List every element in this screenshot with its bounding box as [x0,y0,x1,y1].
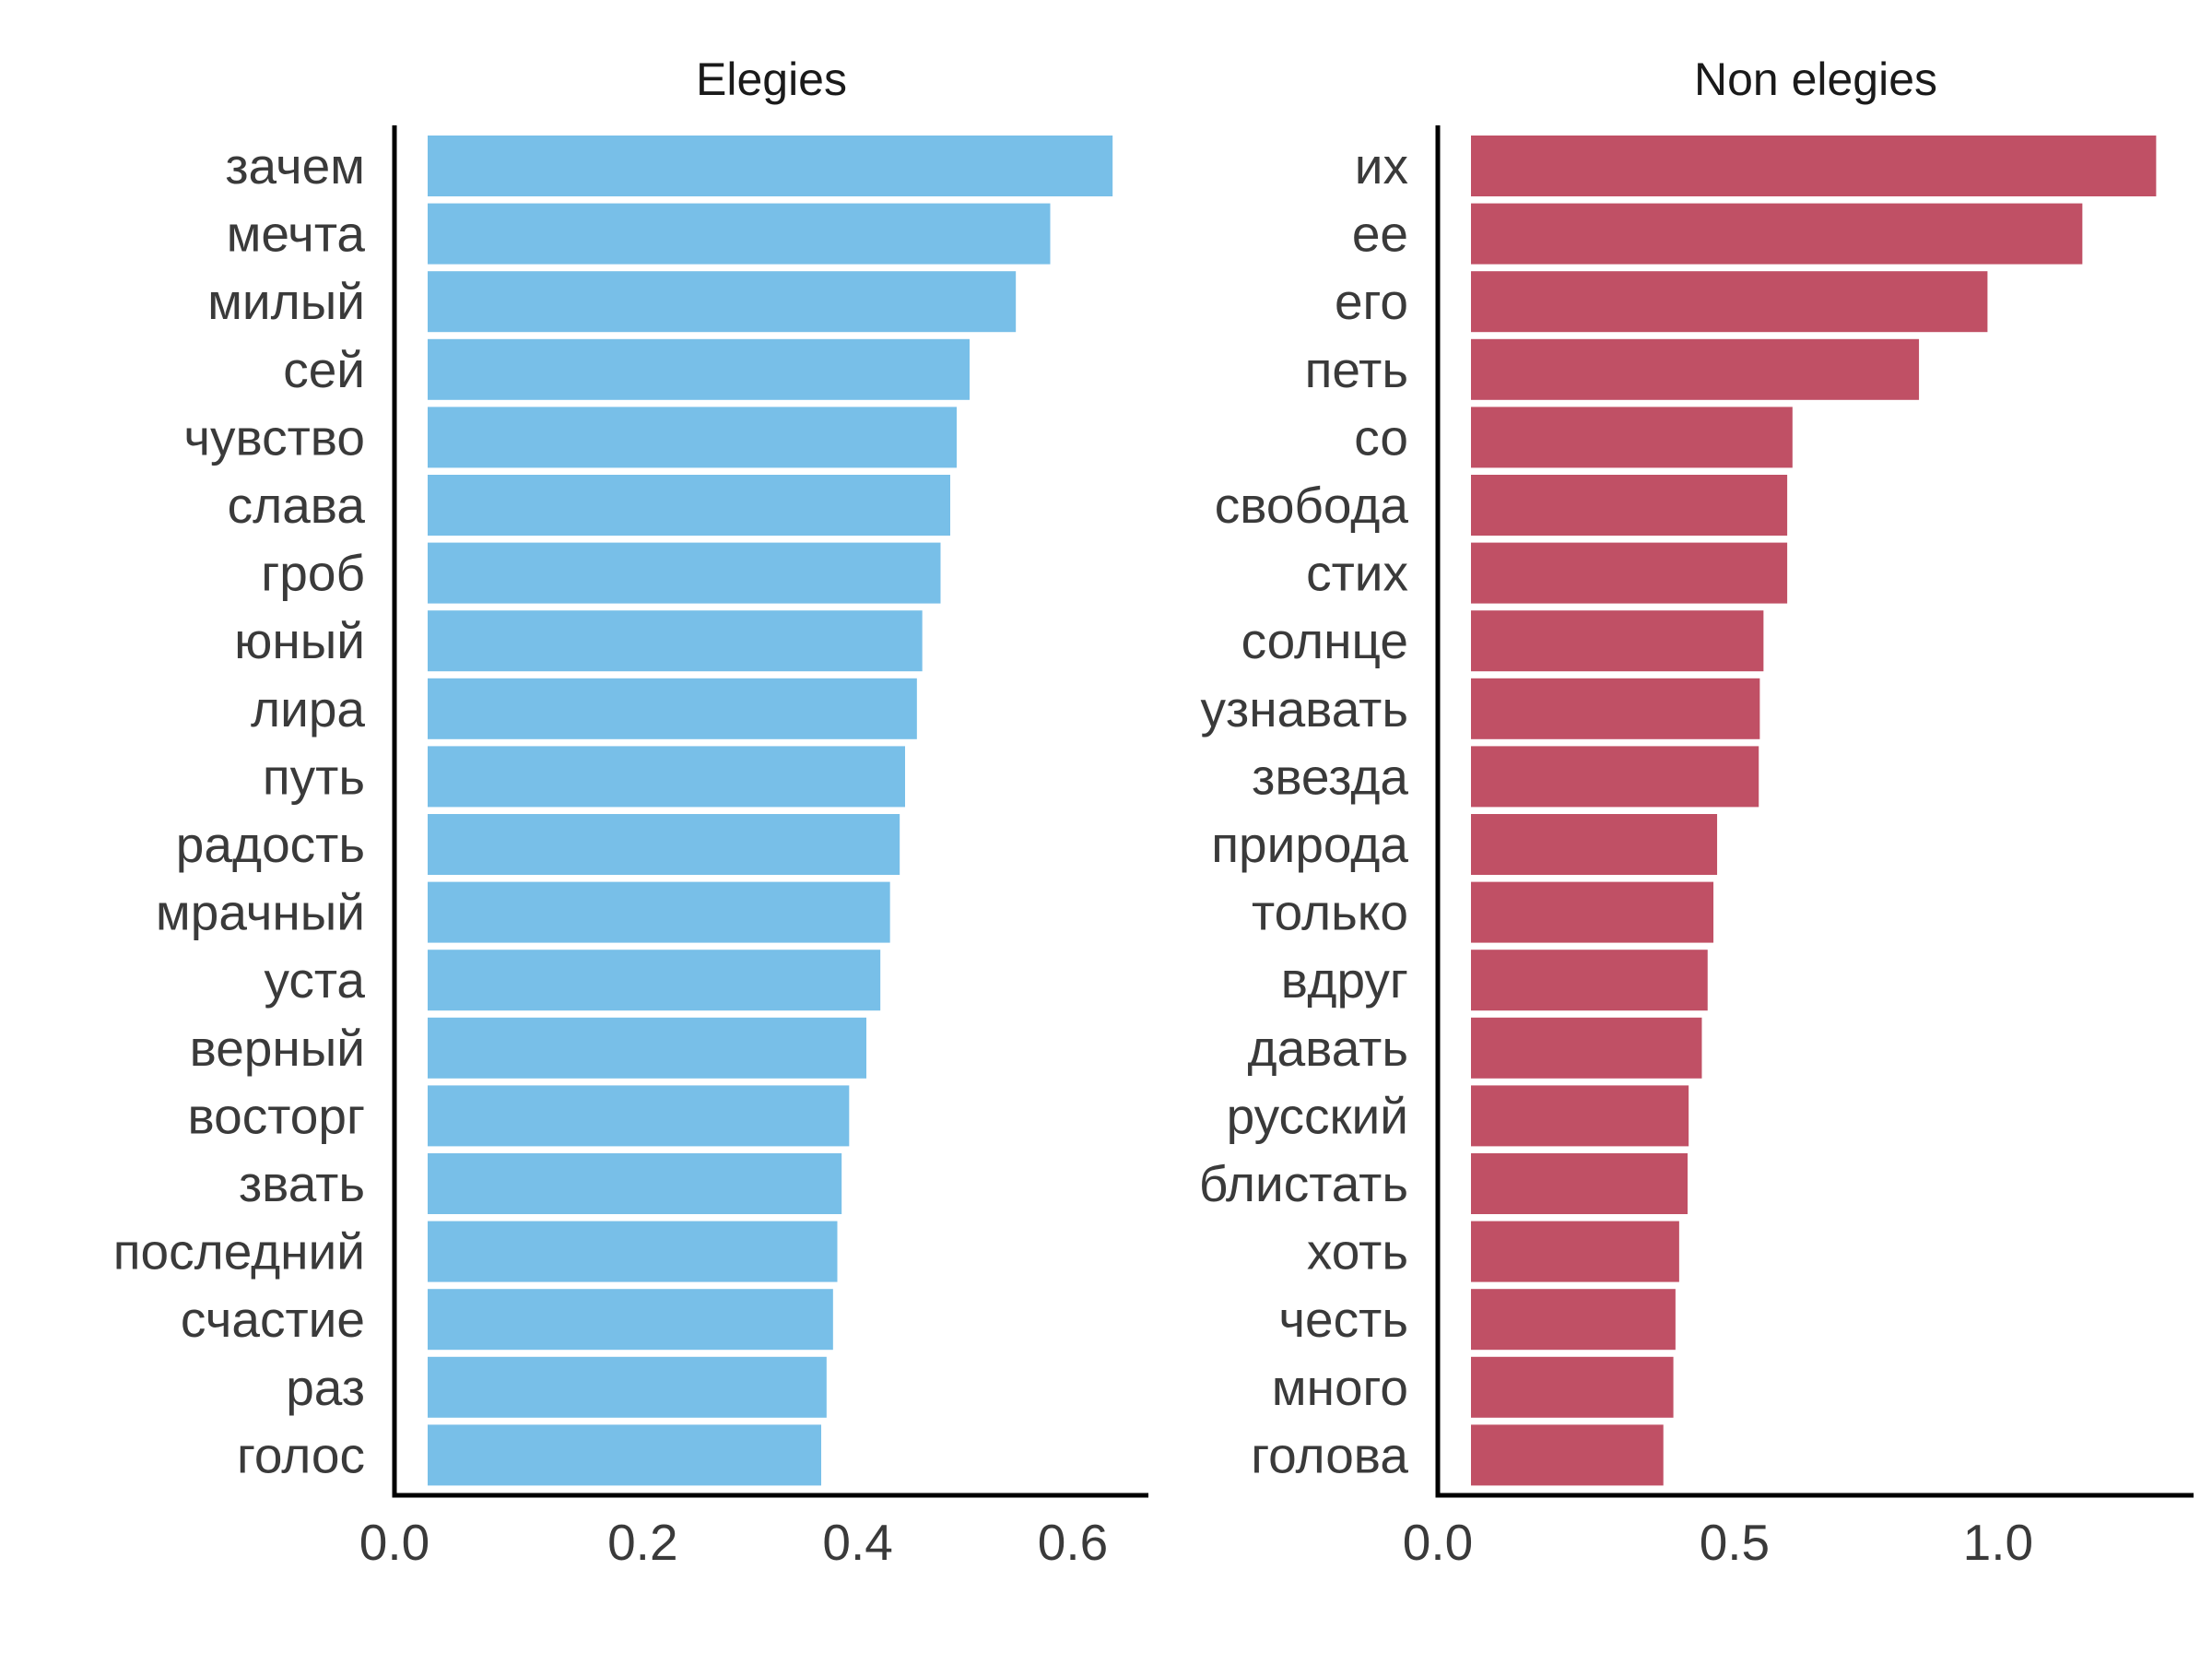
bar-elegies-4 [428,338,970,400]
category-label-elegies-19: раз [286,1359,365,1416]
bar-elegies-20 [428,1424,821,1486]
bar-non-elegies-8 [1471,610,1764,672]
x-tick-label-elegies-3: 0.4 [822,1514,892,1571]
panel-title-elegies: Elegies [696,53,847,105]
category-label-non-elegies-7: стих [1306,545,1408,602]
category-label-non-elegies-15: русский [1227,1087,1408,1144]
bar-non-elegies-20 [1471,1424,1664,1486]
category-label-elegies-14: верный [190,1020,365,1077]
bar-non-elegies-9 [1471,678,1760,739]
x-tick-label-elegies-2: 0.2 [607,1514,677,1571]
bar-non-elegies-19 [1471,1356,1674,1418]
category-label-non-elegies-16: блистать [1199,1155,1408,1212]
bar-non-elegies-6 [1471,475,1788,536]
category-label-non-elegies-20: голова [1251,1426,1408,1483]
category-label-elegies-9: лира [251,680,365,738]
bar-elegies-16 [428,1153,842,1214]
category-label-elegies-13: уста [264,951,365,1009]
bar-elegies-9 [428,678,917,739]
category-label-elegies-6: слава [228,477,366,534]
category-label-non-elegies-11: природа [1211,816,1408,873]
category-label-elegies-7: гроб [261,545,365,602]
category-label-non-elegies-12: только [1252,884,1408,941]
category-label-non-elegies-10: звезда [1252,748,1408,805]
category-label-non-elegies-8: солнце [1241,612,1408,669]
category-label-non-elegies-17: хоть [1307,1223,1408,1280]
bar-non-elegies-10 [1471,746,1759,808]
x-tick-label-non-elegies-1: 0.0 [1403,1514,1473,1571]
category-label-elegies-15: восторг [188,1087,366,1144]
bar-non-elegies-14 [1471,1017,1702,1079]
bar-elegies-2 [428,203,1051,265]
chart-panel-non-elegies: Non elegies их ее его петь со свобода стих солнц… [1199,53,2194,1571]
category-label-elegies-18: счастие [181,1291,365,1348]
bar-elegies-15 [428,1085,850,1147]
bar-non-elegies-5 [1471,407,1793,468]
bar-non-elegies-11 [1471,814,1718,875]
bar-elegies-8 [428,610,923,672]
category-label-non-elegies-13: вдруг [1281,951,1408,1009]
bar-non-elegies-15 [1471,1085,1689,1147]
bar-elegies-11 [428,814,900,875]
bar-non-elegies-16 [1471,1153,1688,1214]
bar-non-elegies-7 [1471,542,1788,604]
bar-elegies-18 [428,1289,833,1351]
category-label-non-elegies-9: узнавать [1200,680,1408,738]
category-label-non-elegies-1: их [1355,137,1408,195]
bar-non-elegies-17 [1471,1221,1679,1282]
category-label-elegies-1: зачем [225,137,365,195]
bar-non-elegies-18 [1471,1289,1676,1351]
category-label-elegies-3: милый [207,273,365,330]
bar-non-elegies-12 [1471,881,1714,943]
chart-panel-elegies: Elegies зачем мечта милый сей чувство слава гро… [113,53,1148,1571]
bar-elegies-7 [428,542,941,604]
bar-non-elegies-4 [1471,338,1920,400]
category-label-non-elegies-6: свобода [1215,477,1409,534]
category-label-non-elegies-4: петь [1305,341,1408,398]
category-label-non-elegies-2: ее [1352,206,1408,263]
category-label-elegies-10: путь [263,748,365,805]
bar-elegies-12 [428,881,890,943]
bar-elegies-5 [428,407,957,468]
bar-non-elegies-13 [1471,950,1708,1011]
category-label-elegies-11: радость [176,816,365,873]
bar-non-elegies-1 [1471,136,2157,196]
x-tick-label-elegies-4: 0.6 [1038,1514,1108,1571]
bar-elegies-13 [428,950,881,1011]
panel-title-non-elegies: Non elegies [1694,53,1937,105]
category-label-non-elegies-5: со [1354,408,1408,466]
category-label-elegies-16: звать [239,1155,365,1212]
category-label-elegies-20: голос [237,1426,365,1483]
bar-elegies-3 [428,271,1017,333]
x-tick-label-non-elegies-3: 1.0 [1963,1514,2033,1571]
bar-elegies-14 [428,1017,866,1079]
category-label-non-elegies-14: давать [1247,1020,1408,1077]
category-label-elegies-2: мечта [227,206,366,263]
x-tick-label-non-elegies-2: 0.5 [1700,1514,1770,1571]
bar-elegies-10 [428,746,905,808]
category-label-elegies-8: юный [234,612,365,669]
bar-elegies-17 [428,1221,838,1282]
category-label-elegies-4: сей [283,341,365,398]
bar-non-elegies-2 [1471,203,2083,265]
category-label-elegies-5: чувство [183,408,365,466]
bar-elegies-1 [428,136,1113,196]
category-label-elegies-12: мрачный [156,884,365,941]
category-label-non-elegies-19: много [1272,1359,1408,1416]
bar-non-elegies-3 [1471,271,1988,333]
bar-elegies-19 [428,1356,827,1418]
category-label-non-elegies-3: его [1335,273,1408,330]
category-label-non-elegies-18: честь [1278,1291,1408,1348]
category-label-elegies-17: последний [113,1223,365,1280]
bar-elegies-6 [428,475,950,536]
x-tick-label-elegies-1: 0.0 [359,1514,429,1571]
